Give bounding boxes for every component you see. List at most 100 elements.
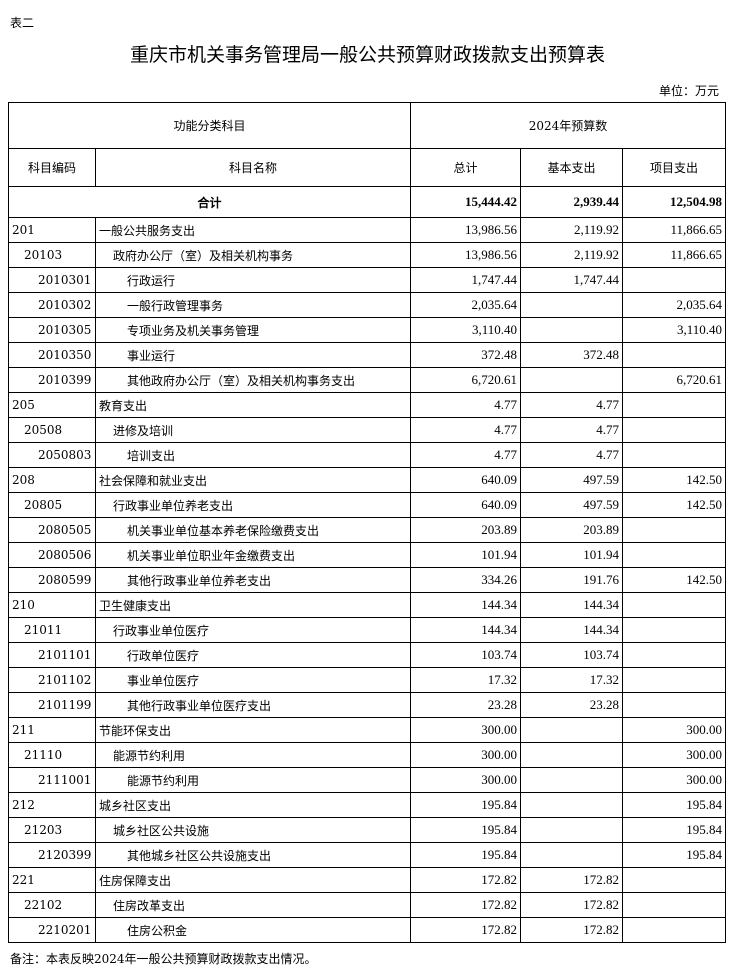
budget-table: 功能分类科目 2024年预算数 科目编码 科目名称 总计 基本支出 项目支出 合… bbox=[7, 102, 727, 943]
cell-basic: 103.74 bbox=[520, 642, 624, 668]
cell-code: 2010399 bbox=[8, 367, 96, 393]
cell-project: 11,866.65 bbox=[622, 242, 727, 268]
cell-name: 其他行政事业单位养老支出 bbox=[94, 567, 412, 593]
cell-basic: 101.94 bbox=[520, 542, 624, 568]
cell-project: 142.50 bbox=[622, 492, 727, 518]
cell-name: 其他城乡社区公共设施支出 bbox=[94, 842, 412, 868]
cell-name: 其他政府办公厅（室）及相关机构事务支出 bbox=[94, 367, 412, 393]
cell-project: 195.84 bbox=[622, 817, 727, 843]
cell-code: 2101101 bbox=[8, 642, 96, 668]
cell-basic: 17.32 bbox=[520, 667, 624, 693]
cell-name: 进修及培训 bbox=[94, 417, 412, 443]
cell-project bbox=[622, 692, 727, 718]
cell-code: 2010350 bbox=[8, 342, 96, 368]
table-row: 2101102 事业单位医疗 17.32 17.32 bbox=[8, 667, 727, 693]
cell-name: 政府办公厅（室）及相关机构事务 bbox=[94, 242, 412, 268]
cell-name: 一般行政管理事务 bbox=[94, 292, 412, 318]
cell-code: 2080599 bbox=[8, 567, 96, 593]
cell-project: 6,720.61 bbox=[622, 367, 727, 393]
table-row: 2080506 机关事业单位职业年金缴费支出 101.94 101.94 bbox=[8, 542, 727, 568]
cell-project bbox=[622, 592, 727, 618]
cell-basic bbox=[520, 367, 624, 393]
cell-name: 行政事业单位养老支出 bbox=[94, 492, 412, 518]
cell-basic: 144.34 bbox=[520, 592, 624, 618]
cell-name: 能源节约利用 bbox=[94, 742, 412, 768]
cell-name: 行政单位医疗 bbox=[94, 642, 412, 668]
table-row: 221 住房保障支出 172.82 172.82 bbox=[8, 867, 727, 893]
cell-total: 4.77 bbox=[410, 442, 522, 468]
header-basic: 基本支出 bbox=[520, 148, 624, 187]
cell-basic: 497.59 bbox=[520, 467, 624, 493]
table-row: 2120399 其他城乡社区公共设施支出 195.84 195.84 bbox=[8, 842, 727, 868]
table-row: 21203 城乡社区公共设施 195.84 195.84 bbox=[8, 817, 727, 843]
table-row: 20508 进修及培训 4.77 4.77 bbox=[8, 417, 727, 443]
cell-name: 城乡社区公共设施 bbox=[94, 817, 412, 843]
cell-total: 17.32 bbox=[410, 667, 522, 693]
cell-name: 其他行政事业单位医疗支出 bbox=[94, 692, 412, 718]
cell-total: 172.82 bbox=[410, 867, 522, 893]
table-row: 205 教育支出 4.77 4.77 bbox=[8, 392, 727, 418]
cell-project bbox=[622, 267, 727, 293]
cell-code: 2010301 bbox=[8, 267, 96, 293]
cell-basic bbox=[520, 817, 624, 843]
cell-basic: 2,119.92 bbox=[520, 242, 624, 268]
cell-basic: 144.34 bbox=[520, 617, 624, 643]
cell-total: 172.82 bbox=[410, 917, 522, 943]
cell-project bbox=[622, 667, 727, 693]
header-row-1: 功能分类科目 2024年预算数 bbox=[7, 102, 727, 149]
cell-project bbox=[622, 917, 727, 943]
cell-code: 201 bbox=[8, 217, 96, 243]
cell-code: 211 bbox=[8, 717, 96, 743]
table-row: 2010305 专项业务及机关事务管理 3,110.40 3,110.40 bbox=[8, 317, 727, 343]
cell-basic: 4.77 bbox=[520, 392, 624, 418]
cell-basic: 203.89 bbox=[520, 517, 624, 543]
table-row: 2080505 机关事业单位基本养老保险缴费支出 203.89 203.89 bbox=[8, 517, 727, 543]
table-row: 208 社会保障和就业支出 640.09 497.59 142.50 bbox=[8, 467, 727, 493]
cell-basic bbox=[520, 292, 624, 318]
cell-total: 300.00 bbox=[410, 767, 522, 793]
cell-code: 2080506 bbox=[8, 542, 96, 568]
cell-project bbox=[622, 442, 727, 468]
cell-name: 城乡社区支出 bbox=[94, 792, 412, 818]
header-code: 科目编码 bbox=[8, 148, 96, 187]
cell-name: 卫生健康支出 bbox=[94, 592, 412, 618]
cell-code: 2010302 bbox=[8, 292, 96, 318]
cell-total: 300.00 bbox=[410, 717, 522, 743]
cell-basic: 2,119.92 bbox=[520, 217, 624, 243]
cell-basic: 191.76 bbox=[520, 567, 624, 593]
table-row: 20103 政府办公厅（室）及相关机构事务 13,986.56 2,119.92 11,… bbox=[8, 242, 727, 268]
cell-basic bbox=[520, 717, 624, 743]
table-row: 212 城乡社区支出 195.84 195.84 bbox=[8, 792, 727, 818]
total-total: 15,444.42 bbox=[410, 186, 522, 218]
table-row: 21011 行政事业单位医疗 144.34 144.34 bbox=[8, 617, 727, 643]
cell-basic: 1,747.44 bbox=[520, 267, 624, 293]
cell-total: 4.77 bbox=[410, 392, 522, 418]
total-basic: 2,939.44 bbox=[520, 186, 624, 218]
cell-code: 205 bbox=[8, 392, 96, 418]
cell-code: 21203 bbox=[8, 817, 96, 843]
table-row: 2010350 事业运行 372.48 372.48 bbox=[8, 342, 727, 368]
table-row: 2101199 其他行政事业单位医疗支出 23.28 23.28 bbox=[8, 692, 727, 718]
cell-total: 640.09 bbox=[410, 492, 522, 518]
header-row-2: 科目编码 科目名称 总计 基本支出 项目支出 bbox=[8, 148, 727, 187]
cell-total: 334.26 bbox=[410, 567, 522, 593]
cell-code: 20508 bbox=[8, 417, 96, 443]
cell-name: 事业运行 bbox=[94, 342, 412, 368]
cell-code: 2111001 bbox=[8, 767, 96, 793]
cell-basic bbox=[520, 317, 624, 343]
table-row: 2010301 行政运行 1,747.44 1,747.44 bbox=[8, 267, 727, 293]
cell-total: 101.94 bbox=[410, 542, 522, 568]
cell-code: 2010305 bbox=[8, 317, 96, 343]
unit-label: 单位：万元 bbox=[658, 84, 719, 98]
cell-basic: 4.77 bbox=[520, 417, 624, 443]
cell-project: 195.84 bbox=[622, 842, 727, 868]
cell-name: 培训支出 bbox=[94, 442, 412, 468]
table-row: 2010302 一般行政管理事务 2,035.64 2,035.64 bbox=[8, 292, 727, 318]
cell-total: 13,986.56 bbox=[410, 217, 522, 243]
table-row: 2050803 培训支出 4.77 4.77 bbox=[8, 442, 727, 468]
cell-project: 300.00 bbox=[622, 717, 727, 743]
cell-total: 640.09 bbox=[410, 467, 522, 493]
cell-basic: 4.77 bbox=[520, 442, 624, 468]
cell-name: 机关事业单位职业年金缴费支出 bbox=[94, 542, 412, 568]
table-row: 22102 住房改革支出 172.82 172.82 bbox=[8, 892, 727, 918]
